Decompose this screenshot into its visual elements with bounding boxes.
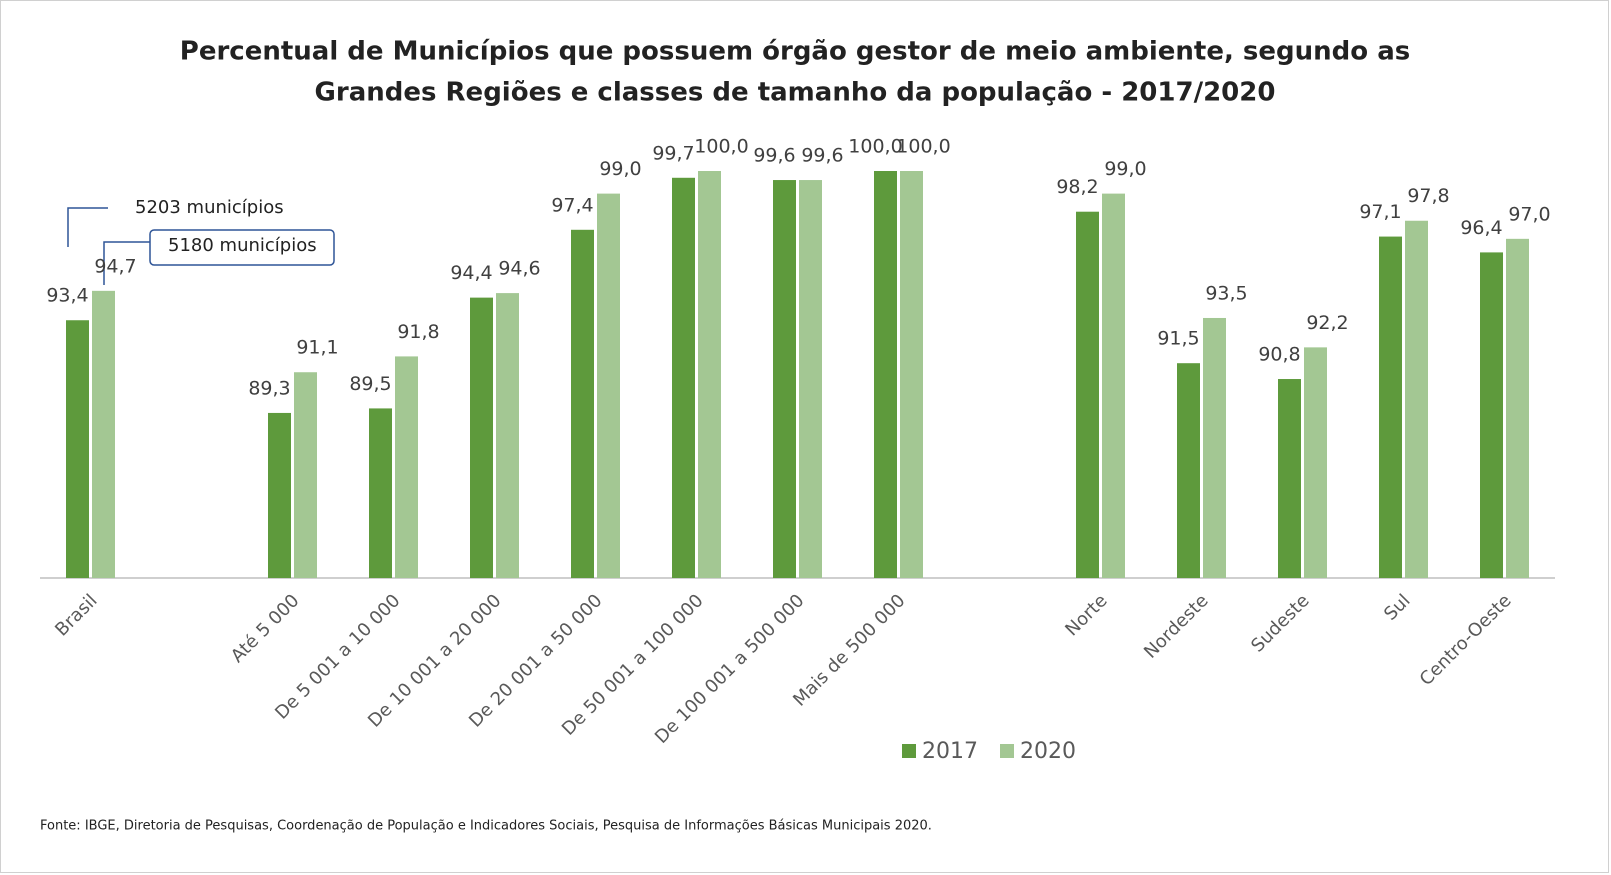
bar bbox=[1203, 317, 1226, 578]
bar bbox=[1278, 379, 1301, 578]
bar bbox=[1506, 238, 1529, 579]
bar bbox=[1480, 252, 1503, 578]
data-label: 100,0 bbox=[896, 136, 950, 158]
data-label: 100,0 bbox=[694, 136, 748, 158]
bar bbox=[268, 412, 291, 578]
bar bbox=[1379, 236, 1402, 579]
annotation-box bbox=[149, 229, 335, 266]
data-label: 100,0 bbox=[848, 136, 902, 158]
bar bbox=[369, 408, 392, 578]
data-label: 97,1 bbox=[1359, 201, 1401, 223]
bar bbox=[773, 180, 796, 579]
bar bbox=[874, 171, 897, 578]
legend-label: 2017 bbox=[922, 739, 978, 764]
data-label: 99,6 bbox=[801, 145, 843, 167]
data-label: 92,2 bbox=[1306, 312, 1348, 334]
bar bbox=[496, 293, 519, 578]
bar bbox=[1304, 347, 1327, 578]
legend-swatch bbox=[902, 744, 916, 758]
data-label: 93,5 bbox=[1205, 282, 1247, 304]
annotation-line bbox=[103, 241, 150, 285]
legend-swatch bbox=[1000, 744, 1014, 758]
bar bbox=[92, 290, 115, 578]
data-label: 99,6 bbox=[753, 145, 795, 167]
data-label: 91,8 bbox=[397, 321, 439, 343]
data-label: 94,4 bbox=[450, 262, 492, 284]
data-label: 98,2 bbox=[1056, 176, 1098, 198]
source: Fonte: IBGE, Diretoria de Pesquisas, Coo… bbox=[40, 819, 932, 834]
data-label: 97,8 bbox=[1407, 185, 1449, 207]
bar bbox=[395, 356, 418, 578]
bar bbox=[672, 177, 695, 579]
annotation: 5180 municípios bbox=[168, 235, 317, 256]
bar bbox=[66, 320, 89, 578]
bar bbox=[1102, 193, 1125, 578]
bar bbox=[799, 180, 822, 579]
data-label: 90,8 bbox=[1258, 344, 1300, 366]
bar bbox=[1076, 211, 1099, 578]
data-label: 99,7 bbox=[652, 142, 694, 164]
data-label: 89,3 bbox=[248, 377, 290, 399]
bar bbox=[470, 297, 493, 578]
legend-label: 2020 bbox=[1020, 739, 1076, 764]
bar bbox=[698, 171, 721, 578]
data-label: 89,5 bbox=[349, 373, 391, 395]
annotation: 5203 municípios bbox=[135, 197, 284, 218]
bar bbox=[1405, 220, 1428, 578]
data-label: 94,7 bbox=[94, 255, 136, 277]
bar bbox=[597, 193, 620, 578]
data-label: 97,4 bbox=[551, 194, 593, 216]
data-label: 97,0 bbox=[1508, 203, 1550, 225]
bar bbox=[571, 229, 594, 579]
bar bbox=[900, 171, 923, 578]
bar bbox=[1177, 363, 1200, 578]
data-label: 96,4 bbox=[1460, 217, 1502, 239]
annotation-line bbox=[67, 207, 108, 247]
data-label: 99,0 bbox=[599, 158, 641, 180]
data-label: 91,1 bbox=[296, 337, 338, 359]
data-label: 94,6 bbox=[498, 258, 540, 280]
bar bbox=[294, 372, 317, 578]
data-label: 91,5 bbox=[1157, 328, 1199, 350]
chart-title: Grandes Regiões e classes de tamanho da … bbox=[315, 78, 1276, 108]
data-label: 93,4 bbox=[46, 285, 88, 307]
data-label: 99,0 bbox=[1104, 158, 1146, 180]
chart-title: Percentual de Municípios que possuem órg… bbox=[180, 37, 1410, 67]
